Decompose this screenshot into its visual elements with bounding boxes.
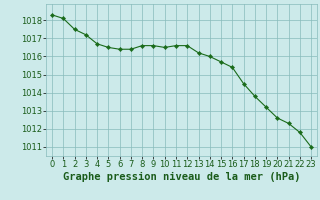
X-axis label: Graphe pression niveau de la mer (hPa): Graphe pression niveau de la mer (hPa) [63, 172, 300, 182]
